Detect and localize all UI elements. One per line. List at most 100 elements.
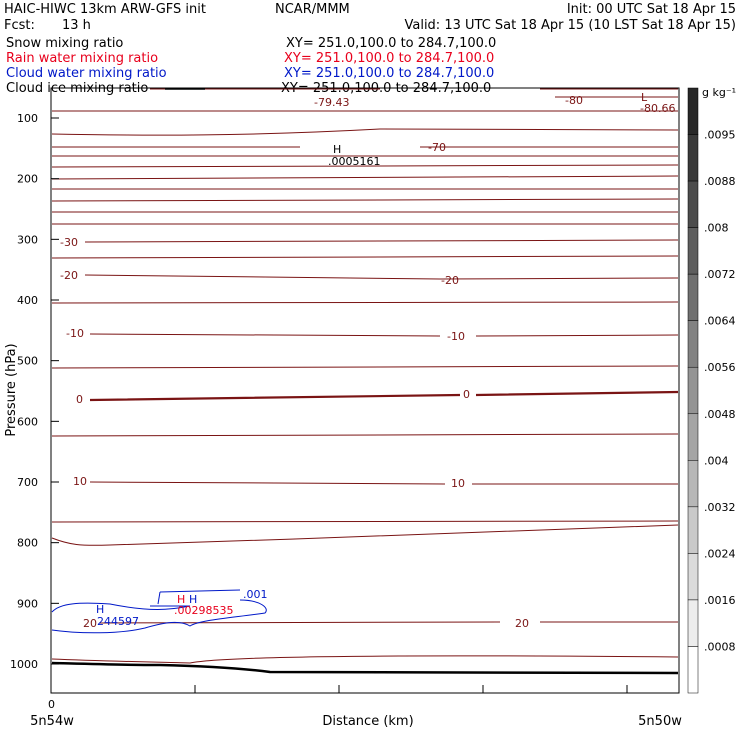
colorbar-swatch [687,599,699,647]
temp-label-minus70: -70 [428,141,446,154]
temp-label-10-right: 10 [451,477,465,490]
colorbar-swatch [687,460,699,508]
temp-contour [51,198,679,202]
colorbar-swatch [687,227,699,275]
colorbar-tick-label: .008 [704,222,729,235]
temp-label-minus30: -30 [60,236,78,249]
field-name-snow: Snow mixing ratio [6,36,123,51]
colorbar-swatch [687,134,699,182]
colorbar-tick-label: .0088 [704,175,736,188]
colorbar-swatch [687,366,699,415]
colorbar-tick-label: .0016 [704,594,736,607]
temp-contour [51,520,679,523]
colorbar-tick-label: .0024 [704,547,736,560]
cloud-water-contour [51,599,267,634]
temp-label-minus79: -79.43 [314,96,349,109]
colorbar-tick-label: .0056 [704,361,736,374]
y-tick-label: 600 [17,415,38,428]
temp-contour [51,655,679,664]
temp-contour [89,390,679,402]
plot-frame [50,87,680,694]
temp-contour [51,301,679,304]
colorbar-swatch [687,320,699,368]
x-axis [50,685,628,693]
colorbar-swatch [687,180,699,228]
colorbar-swatch [687,87,699,135]
temp-label-minus10-left: -10 [66,327,84,340]
field-xy-cloud-water: XY= 251.0,100.0 to 284.7,100.0 [284,66,494,81]
cloud-water-contour-label: .001 [243,588,268,601]
y-tick-label: 400 [17,294,38,307]
x-left-label: 5n54w [30,714,74,729]
cloud-water-contour [157,589,241,605]
y-axis: 100 200 300 400 500 600 700 800 900 1000 [10,112,59,671]
contour-labels: -80 -79.43 -80.66 L -70 -30 -20 -20 -10 … [60,91,675,630]
cloud-water-high-marker-2: H [189,593,197,606]
temp-contour [51,164,679,168]
field-xy-snow: XY= 251.0,100.0 to 284.7,100.0 [286,36,496,51]
temp-contour [51,128,679,136]
y-tick-label: 900 [17,597,38,610]
cloud-water-contours [51,589,267,634]
fcst-label: Fcst: [4,18,35,33]
x-origin-label: 0 [48,698,55,711]
colorbar: .0095 .0088 .008 .0072 .0064 .0056 .0048 .004 .0… [687,87,736,694]
temperature-contours [51,88,679,664]
temp-label-minus20-right: -20 [441,274,459,287]
colorbar-swatch [687,553,699,601]
temp-contour [99,621,678,624]
temp-contour [51,255,679,259]
temp-contour [84,274,679,280]
org-label: NCAR/MMM [275,2,350,17]
rain-high-marker: H [177,593,185,606]
colorbar-tick-label: .0095 [704,129,736,142]
colorbar-tick-label: .0008 [704,640,736,653]
x-axis-title: Distance (km) [322,714,413,729]
field-name-cloud-water: Cloud water mixing ratio [6,66,167,81]
temp-label-minus10-right: -10 [447,330,465,343]
valid-time: Valid: 13 UTC Sat 18 Apr 15 (10 LST Sat … [404,18,736,33]
field-name-rain: Rain water mixing ratio [6,51,158,66]
init-time: Init: 00 UTC Sat 18 Apr 15 [567,2,736,17]
y-tick-label: 200 [17,173,38,186]
cloud-water-high-value: 244597 [97,615,139,628]
temp-contour [51,524,679,546]
field-xy-rain: XY= 251.0,100.0 to 284.7,100.0 [284,51,494,66]
x-right-label: 5n50w [638,714,682,729]
temp-low-marker: L [641,91,648,104]
temp-contour [51,175,679,180]
y-tick-label: 700 [17,476,38,489]
fcst-value: 13 h [62,18,91,33]
temp-label-zero-right: 0 [463,388,470,401]
y-tick-label: 800 [17,537,38,550]
temp-contour [89,333,679,337]
temp-contour [89,481,678,485]
cloud-water-contour [51,602,191,613]
colorbar-swatch [687,413,699,461]
y-tick-label: 100 [17,112,38,125]
colorbar-tick-label: .0032 [704,501,736,514]
temp-contour [84,239,679,243]
colorbar-tick-label: .0072 [704,268,736,281]
colorbar-swatch [687,646,699,694]
y-tick-label: 300 [17,233,38,246]
y-axis-title: Pressure (hPa) [4,343,19,436]
model-title: HAIC-HIWC 13km ARW-GFS init [4,2,206,17]
colorbar-tick-label: .004 [704,454,729,467]
colorbar-swatch [687,506,699,554]
temp-label-zero-left: 0 [76,393,83,406]
colorbar-tick-label: .0064 [704,315,736,328]
temp-contour [51,365,679,369]
temp-label-20-left: 20 [83,617,97,630]
cloud-water-high-marker: H [96,603,104,616]
snow-high-value: .0005161 [328,155,381,168]
snow-high-marker: H [333,143,341,156]
y-tick-label: 1000 [10,658,38,671]
rain-high-value: .00298535 [174,604,234,617]
temp-label-10-left: 10 [73,475,87,488]
temp-label-minus80: -80 [565,94,583,107]
colorbar-unit: g kg⁻¹ [702,86,736,99]
temp-contour [51,433,679,437]
temp-label-20-right: 20 [515,617,529,630]
